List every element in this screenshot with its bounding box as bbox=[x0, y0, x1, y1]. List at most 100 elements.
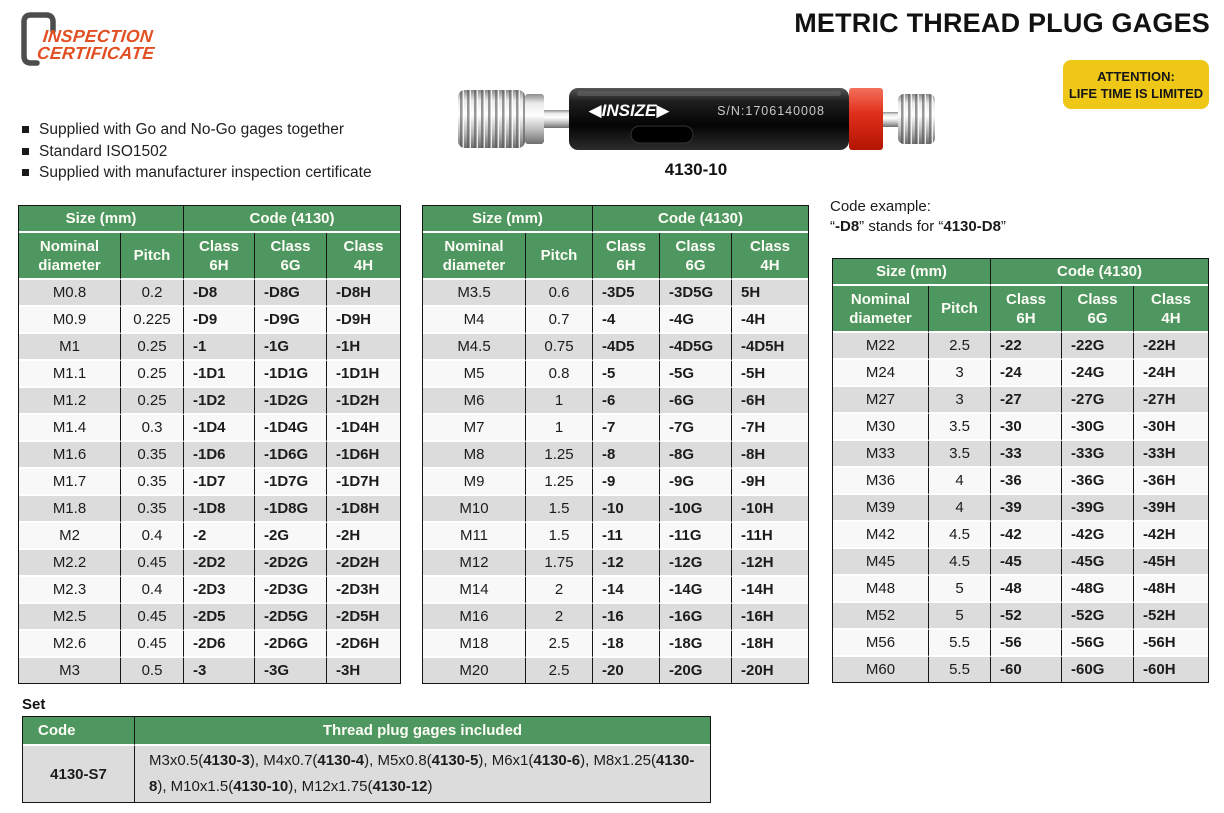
code-cell: -45G bbox=[1062, 549, 1135, 576]
size-cell: M2.5 bbox=[19, 604, 121, 631]
size-cell: 0.75 bbox=[526, 334, 594, 361]
size-cell: M1.4 bbox=[19, 415, 121, 442]
size-cell: M9 bbox=[423, 469, 526, 496]
table-row: M1.4 0.3 -1D4 -1D4G -1D4H bbox=[19, 415, 400, 442]
table-row: M7 1 -7 -7G -7H bbox=[423, 415, 808, 442]
code-cell: -1D8 bbox=[184, 496, 256, 523]
code-cell: -42G bbox=[1062, 522, 1135, 549]
size-cell: 0.8 bbox=[526, 361, 594, 388]
code-cell: -39H bbox=[1134, 495, 1208, 522]
code-cell: -22H bbox=[1134, 333, 1208, 360]
table-row: M11 1.5 -11 -11G -11H bbox=[423, 523, 808, 550]
code-cell: -4D5H bbox=[732, 334, 808, 361]
code-cell: -2D6G bbox=[255, 631, 328, 658]
size-cell: M33 bbox=[833, 441, 929, 468]
code-cell: -20 bbox=[593, 658, 661, 683]
code-cell: -48H bbox=[1134, 576, 1208, 603]
col-class-6g: Class 6G bbox=[660, 233, 733, 280]
left-neck bbox=[544, 110, 569, 128]
size-cell: M24 bbox=[833, 360, 929, 387]
code-cell: -39 bbox=[991, 495, 1063, 522]
code-cell: -56H bbox=[1134, 630, 1208, 657]
feature-text: Supplied with Go and No-Go gages togethe… bbox=[39, 121, 345, 138]
code-cell: -2D2G bbox=[255, 550, 328, 577]
size-cell: M56 bbox=[833, 630, 929, 657]
table-row: M2.3 0.4 -2D3 -2D3G -2D3H bbox=[19, 577, 400, 604]
code-cell: -D9G bbox=[255, 307, 328, 334]
size-cell: 0.35 bbox=[121, 469, 185, 496]
code-cell: -D9H bbox=[327, 307, 400, 334]
size-cell: 0.25 bbox=[121, 361, 185, 388]
size-cell: M11 bbox=[423, 523, 526, 550]
code-cell: -D8H bbox=[327, 280, 400, 307]
size-cell: M48 bbox=[833, 576, 929, 603]
square-bullet-icon bbox=[22, 169, 29, 176]
size-cell: 0.4 bbox=[121, 577, 185, 604]
text-part: M3x0.5( bbox=[149, 752, 204, 769]
code-cell: -1D4G bbox=[255, 415, 328, 442]
text-part: ), M4x0.7( bbox=[249, 752, 318, 769]
code-cell: -2D5H bbox=[327, 604, 400, 631]
logo-line2: CERTIFICATE bbox=[36, 43, 156, 63]
size-cell: M1.2 bbox=[19, 388, 121, 415]
size-cell: 1 bbox=[526, 415, 594, 442]
text-part: 4130-8 bbox=[149, 752, 695, 795]
text-part: 4130-10 bbox=[233, 778, 289, 795]
size-cell: 5 bbox=[929, 576, 992, 603]
code-cell: -24H bbox=[1134, 360, 1208, 387]
set-header-row: Code Thread plug gages included bbox=[23, 717, 710, 746]
code-cell: -1D4H bbox=[327, 415, 400, 442]
code-cell: -1D2 bbox=[184, 388, 256, 415]
table-row: M24 3 -24 -24G -24H bbox=[833, 360, 1208, 387]
code-cell: -1D7G bbox=[255, 469, 328, 496]
code-cell: -30 bbox=[991, 414, 1063, 441]
size-cell: 2 bbox=[526, 577, 594, 604]
code-cell: -D9 bbox=[184, 307, 256, 334]
table-row: M4.5 0.75 -4D5 -4D5G -4D5H bbox=[423, 334, 808, 361]
size-cell: 3.5 bbox=[929, 414, 992, 441]
size-cell: M52 bbox=[833, 603, 929, 630]
code-cell: -1D1 bbox=[184, 361, 256, 388]
table-row: M14 2 -14 -14G -14H bbox=[423, 577, 808, 604]
code-cell: -16G bbox=[660, 604, 733, 631]
table-row: M1.2 0.25 -1D2 -1D2G -1D2H bbox=[19, 388, 400, 415]
size-cell: 4.5 bbox=[929, 549, 992, 576]
feature-text: Supplied with manufacturer inspection ce… bbox=[39, 164, 372, 181]
code-cell: -1D7H bbox=[327, 469, 400, 496]
size-cell: M7 bbox=[423, 415, 526, 442]
code-cell: -60H bbox=[1134, 657, 1208, 682]
code-cell: -52G bbox=[1062, 603, 1135, 630]
thread-plug-gage-illustration: ◀INSIZE▶ S/N:1706140008 bbox=[458, 88, 935, 150]
code-cell: -1D6H bbox=[327, 442, 400, 469]
text-part: ) bbox=[427, 778, 433, 795]
code-cell: -33 bbox=[991, 441, 1063, 468]
code-cell: -2D6H bbox=[327, 631, 400, 658]
code-cell: -1 bbox=[184, 334, 256, 361]
size-cell: M39 bbox=[833, 495, 929, 522]
code-cell: 5H bbox=[732, 280, 808, 307]
code-cell: -2D3H bbox=[327, 577, 400, 604]
text-part: 4130-5 bbox=[431, 752, 479, 769]
size-cell: M3 bbox=[19, 658, 121, 683]
table-row: M1.1 0.25 -1D1 -1D1G -1D1H bbox=[19, 361, 400, 388]
size-cell: M1.1 bbox=[19, 361, 121, 388]
product-code-caption: 4130-10 bbox=[664, 160, 728, 179]
col-class-4h: Class 4H bbox=[327, 233, 400, 280]
square-bullet-icon bbox=[22, 147, 29, 155]
col-class-6h: Class 6H bbox=[184, 233, 256, 280]
table-row: M27 3 -27 -27G -27H bbox=[833, 387, 1208, 414]
col-class-6h: Class 6H bbox=[991, 286, 1063, 333]
size-cell: 2 bbox=[526, 604, 594, 631]
code-cell: -9H bbox=[732, 469, 808, 496]
size-cell: M20 bbox=[423, 658, 526, 683]
col-class-4h: Class 4H bbox=[732, 233, 808, 280]
code-cell: -18G bbox=[660, 631, 733, 658]
size-group-header: Size (mm) bbox=[423, 206, 594, 233]
code-cell: -52 bbox=[991, 603, 1063, 630]
code-cell: -1D2H bbox=[327, 388, 400, 415]
col-class-6g: Class 6G bbox=[1062, 286, 1135, 333]
code-cell: -7H bbox=[732, 415, 808, 442]
code-example-note: Code example: “-D8” stands for “4130-D8” bbox=[830, 197, 1006, 237]
col-pitch: Pitch bbox=[929, 286, 992, 333]
table-row: M36 4 -36 -36G -36H bbox=[833, 468, 1208, 495]
